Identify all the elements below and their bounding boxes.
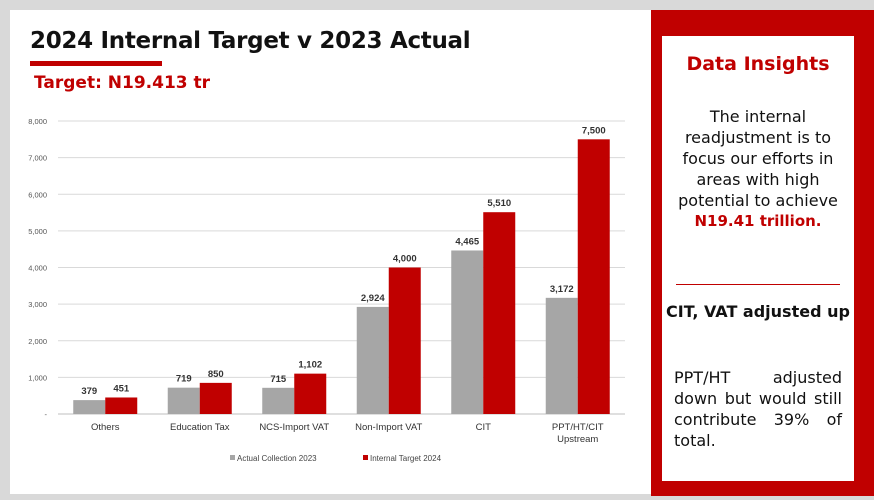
target-label: Target: N19.413 tr [34,73,211,93]
chart-title: 2024 Internal Target v 2023 Actual [30,28,471,54]
data-label: 379 [81,386,97,397]
data-label: 1,102 [298,360,322,371]
y-tick-label: 5,000 [28,227,47,236]
data-label: 3,172 [550,284,574,295]
legend-label: Actual Collection 2023 [237,454,317,463]
bar-actual [545,297,578,414]
legend-label: Internal Target 2024 [370,454,442,463]
y-tick-label: 7,000 [28,154,47,163]
y-tick-label: 4,000 [28,264,47,273]
insights-text: The internal readjustment is to focus ou… [670,106,846,232]
bar-actual [356,306,389,414]
title-underline [30,61,162,66]
data-label: 451 [113,383,130,394]
bar-target [199,382,232,414]
y-tick-label: 1,000 [28,373,47,382]
insights-title: Data Insights [686,53,830,75]
y-tick-label: 3,000 [28,300,47,309]
data-label: 715 [270,374,287,385]
data-label: 2,924 [361,293,385,304]
y-tick-label: 6,000 [28,190,47,199]
data-label: 719 [176,374,192,385]
insights-panel: Data Insights The internal readjustment … [651,10,874,496]
bar-chart: - 1,000 2,000 3,000 4,000 5,000 6,000 7,000 8,00… [28,117,625,463]
bar-actual [73,400,106,414]
x-tick-label: Others [91,422,120,433]
insights-card: Data Insights The internal readjustment … [662,36,854,481]
data-label: 4,465 [455,236,479,247]
x-tick-label: CIT [476,422,492,433]
data-label: 7,500 [582,125,606,136]
x-tick-label: Upstream [557,434,598,445]
bar-target [577,139,610,414]
data-label: 5,510 [487,198,511,209]
x-tick-label: NCS-Import VAT [259,422,329,433]
data-label: 850 [208,369,224,380]
insights-highlight: N19.41 trillion. [694,212,822,230]
legend-swatch [230,455,235,460]
insights-divider [676,284,840,285]
y-tick-label: - [45,410,48,419]
y-tick-label: 8,000 [28,117,47,126]
bar-actual [262,387,295,414]
data-label: 4,000 [393,254,417,265]
x-tick-label: PPT/HT/CIT [552,422,604,433]
x-tick-label: Education Tax [170,422,230,433]
bar-target [388,267,421,414]
insights-body: PPT/HT adjusted down but would still con… [674,368,842,450]
bar-actual [167,387,200,414]
insights-text-body: The internal readjustment is to focus ou… [678,107,838,210]
insights-subheading: CIT, VAT adjusted up [666,302,850,321]
bar-actual [451,250,484,414]
legend-swatch [363,455,368,460]
y-tick-label: 2,000 [28,337,47,346]
bar-target [483,212,516,414]
bar-target [105,397,138,414]
x-tick-label: Non-Import VAT [355,422,422,433]
bar-target [294,373,327,414]
